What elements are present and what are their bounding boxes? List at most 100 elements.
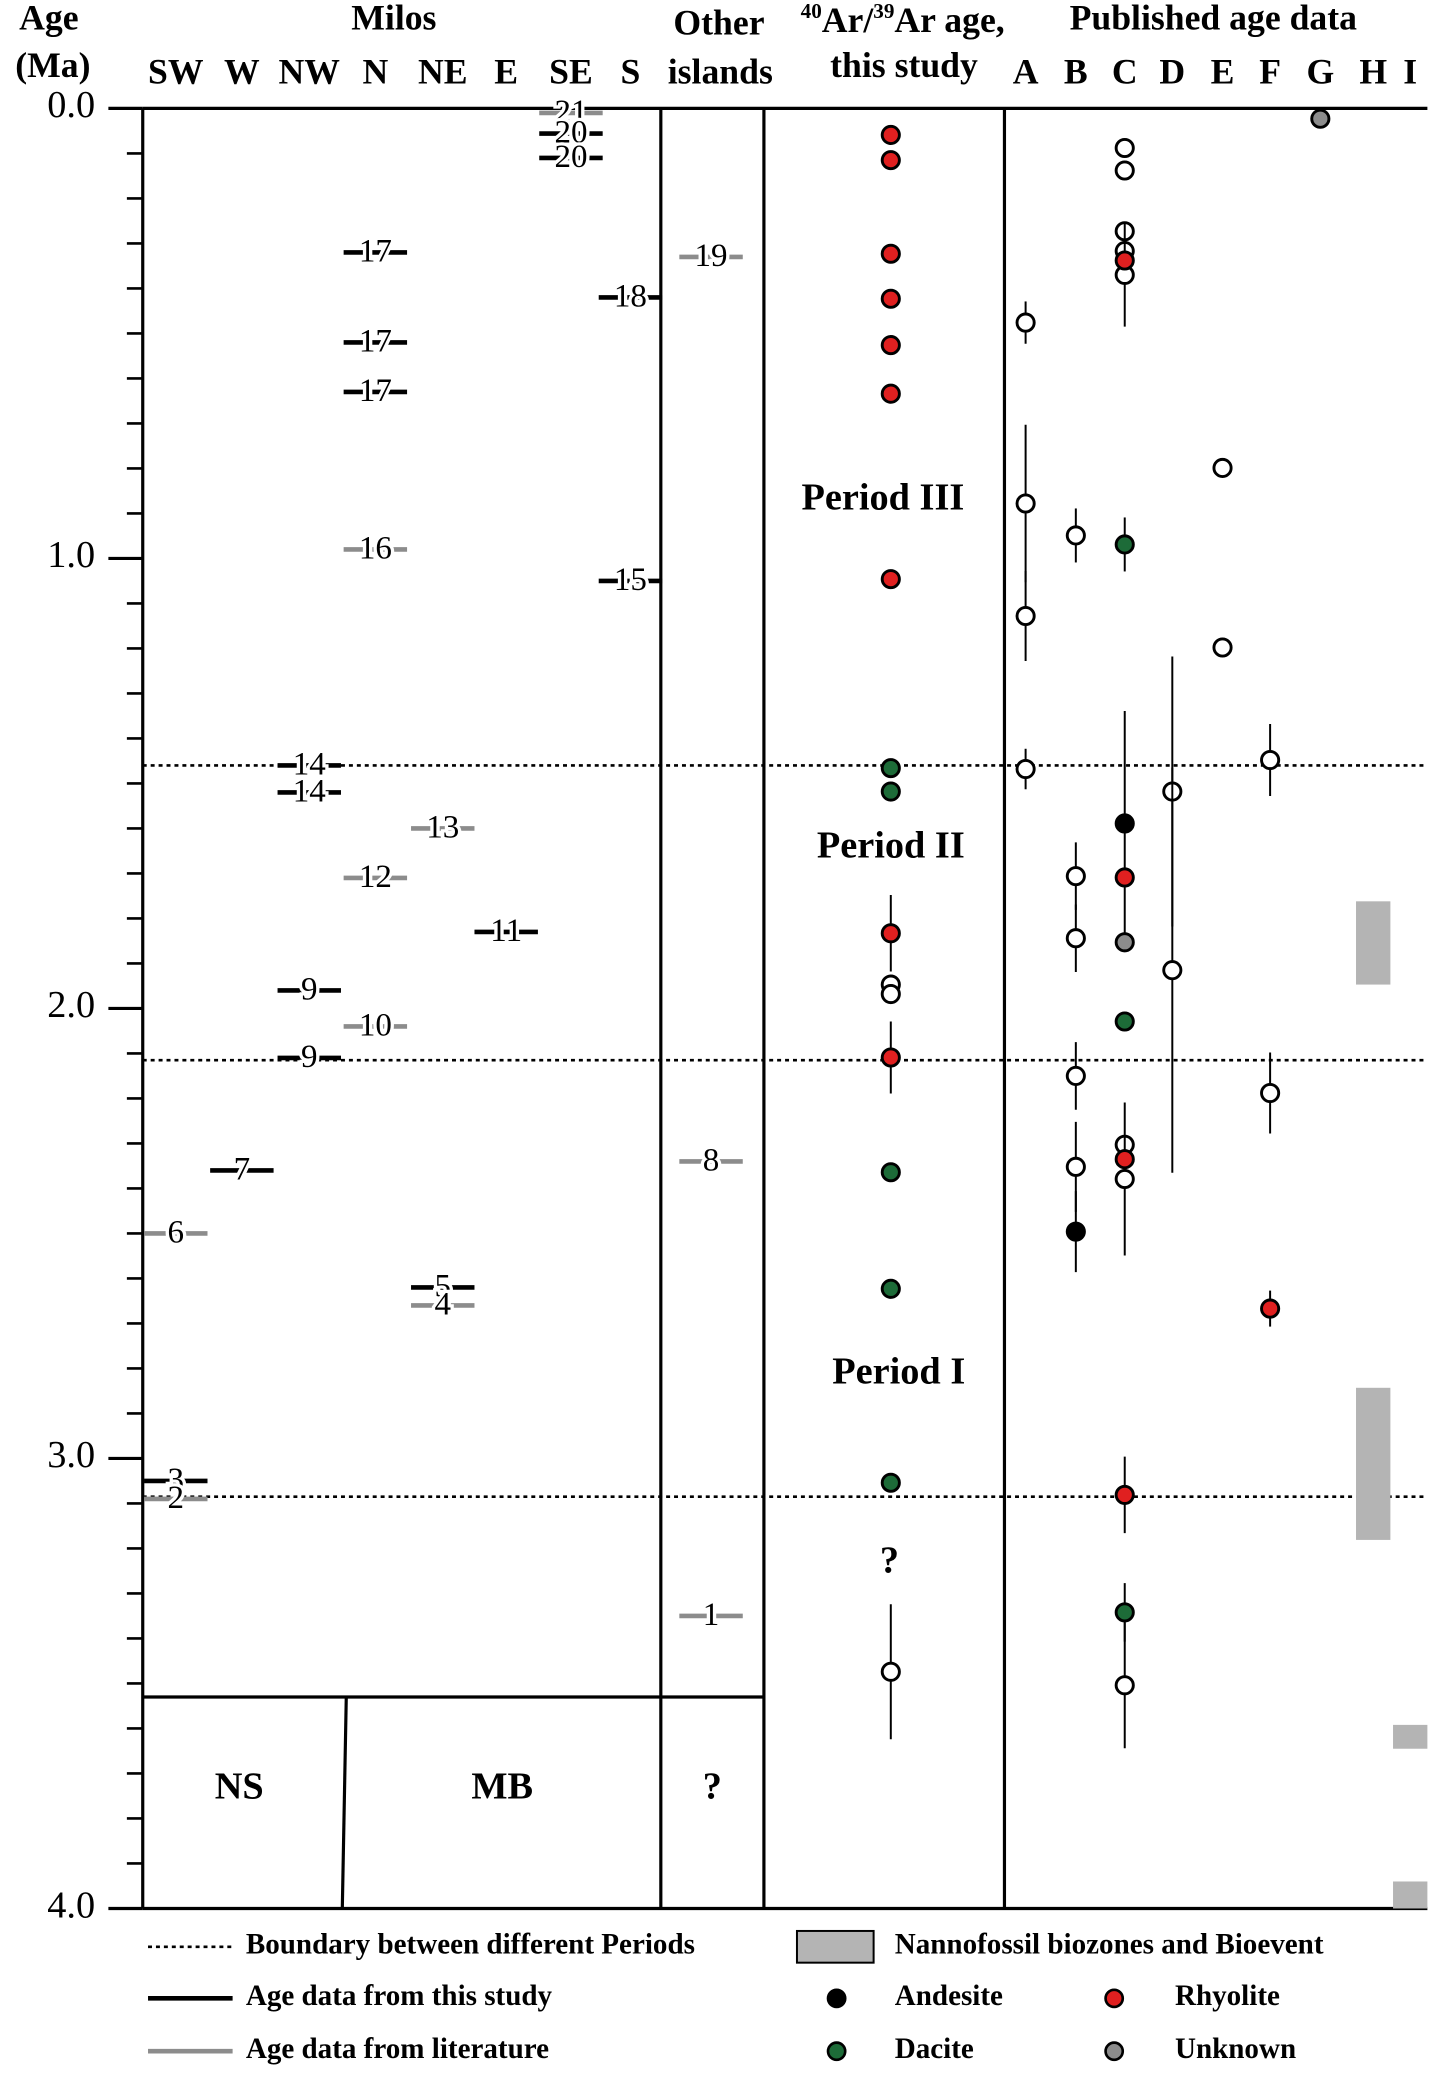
- age-point: [880, 1278, 901, 1299]
- y-axis-label: Age: [19, 0, 78, 37]
- title-part: Ar age,: [894, 0, 1004, 40]
- legend-label: Andesite: [895, 1980, 1003, 2012]
- column-label: W: [224, 52, 260, 92]
- age-point: [1015, 493, 1036, 514]
- age-point: [1065, 525, 1086, 546]
- group-title: 40Ar/39Ar age,: [801, 0, 1005, 40]
- age-bar-label: 16: [359, 530, 392, 566]
- y-tick-label: 4.0: [47, 1884, 95, 1926]
- age-point: [880, 569, 901, 590]
- age-point: [1310, 108, 1331, 129]
- age-point: [880, 335, 901, 356]
- unit-label: MB: [471, 1765, 533, 1807]
- legend-symbol: [826, 2041, 847, 2062]
- age-point: [880, 1661, 901, 1682]
- period-label: Period I: [832, 1350, 965, 1392]
- age-point: [880, 758, 901, 779]
- age-point: [1114, 534, 1135, 555]
- age-point: [880, 983, 901, 1005]
- title-part: Ar/: [822, 0, 875, 40]
- biozone: [1356, 901, 1391, 985]
- age-bar-label: 17: [359, 323, 392, 359]
- age-point: [880, 1047, 901, 1068]
- group-title: islands: [668, 52, 773, 92]
- age-point: [1114, 932, 1135, 953]
- group-title: Milos: [351, 0, 436, 37]
- age-point: [1162, 960, 1183, 981]
- age-point: [1065, 1156, 1086, 1177]
- age-bar-label: 14: [293, 773, 326, 809]
- age-point: [1065, 928, 1086, 949]
- column-label: SE: [549, 52, 593, 92]
- age-bar-label: 6: [168, 1214, 185, 1250]
- biozone: [1393, 1724, 1428, 1749]
- age-point: [1260, 1082, 1281, 1104]
- age-bar-label: 7: [234, 1151, 251, 1187]
- y-tick-label: 1.0: [47, 534, 95, 576]
- age-bar-label: 17: [359, 233, 392, 269]
- age-point: [880, 781, 901, 802]
- age-point: [1065, 1221, 1086, 1242]
- legend-label: Nannofossil biozones and Bioevent: [895, 1928, 1324, 1960]
- age-bar-label: 1: [703, 1597, 720, 1633]
- legend-label: Rhyolite: [1175, 1980, 1280, 2012]
- age-point: [1015, 312, 1036, 333]
- age-point: [880, 383, 901, 404]
- age-point: [880, 1472, 901, 1493]
- group-title: Published age data: [1070, 0, 1358, 37]
- column-label: F: [1259, 52, 1281, 92]
- age-point: [1015, 758, 1036, 780]
- age-bar-label: 8: [703, 1142, 720, 1178]
- column-label: E: [494, 52, 518, 92]
- age-point: [880, 124, 901, 145]
- age-bar-label: 3: [168, 1462, 185, 1498]
- age-point: [1065, 866, 1086, 887]
- unit-line: [340, 1696, 348, 1909]
- age-bar-label: 15: [614, 562, 647, 598]
- unit-label: NS: [215, 1765, 264, 1807]
- age-bar-label: 2: [168, 1480, 185, 1516]
- age-point: [1260, 749, 1281, 771]
- age-bar-label: 10: [359, 1007, 392, 1043]
- age-point: [1114, 1675, 1135, 1696]
- age-bar-label: 11: [490, 913, 522, 949]
- age-point: [1212, 637, 1233, 658]
- age-point: [1114, 867, 1135, 888]
- period-label: Period II: [817, 824, 965, 866]
- column-label: G: [1306, 52, 1334, 92]
- legend-symbol: [1104, 1988, 1125, 2009]
- legend-symbol: [826, 1988, 847, 2009]
- column-label: B: [1064, 52, 1088, 92]
- y-tick-label: 0.0: [47, 84, 95, 126]
- legend-label: Age data from literature: [246, 2033, 549, 2065]
- column-label: I: [1403, 52, 1417, 92]
- age-point: [1114, 137, 1135, 159]
- legend-label: Dacite: [895, 2033, 974, 2065]
- age-point: [880, 150, 901, 171]
- column-label: D: [1159, 52, 1185, 92]
- age-bar-label: 5: [434, 1268, 451, 1304]
- column-label: E: [1211, 52, 1235, 92]
- column-label: C: [1112, 52, 1138, 92]
- group-title: Other: [673, 3, 764, 43]
- column-label: S: [621, 52, 641, 92]
- age-bar-label: 17: [359, 373, 392, 409]
- age-point: [1114, 1484, 1135, 1505]
- age-point: [1015, 605, 1036, 627]
- age-point: [1114, 1011, 1135, 1032]
- legend-symbol: [795, 1929, 875, 1964]
- superscript: 40: [801, 0, 822, 23]
- age-point: [1065, 1065, 1086, 1086]
- age-bar-label: 20: [554, 114, 587, 150]
- age-bar-label: 14: [293, 746, 326, 782]
- group-title: this study: [830, 45, 978, 85]
- biozone: [1393, 1881, 1428, 1909]
- age-point: [1114, 813, 1135, 834]
- legend-label: Unknown: [1175, 2033, 1296, 2065]
- age-bar-label: 21: [554, 94, 587, 130]
- age-point: [1212, 457, 1233, 478]
- y-axis-label: (Ma): [15, 45, 90, 85]
- y-tick-label: 2.0: [47, 984, 95, 1026]
